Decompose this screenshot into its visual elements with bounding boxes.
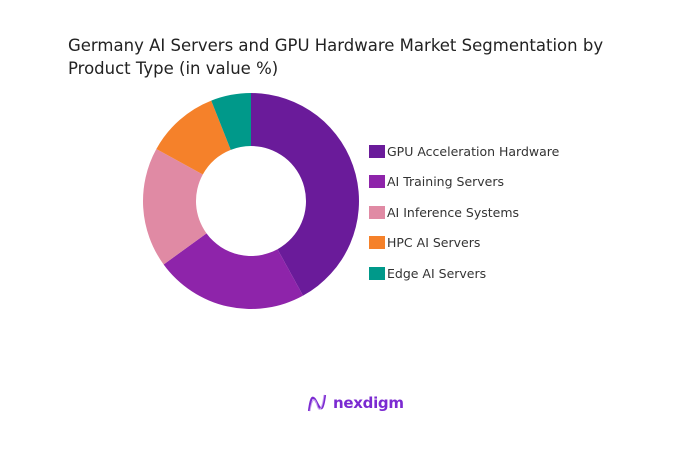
legend-item: Edge AI Servers — [369, 258, 559, 289]
legend-swatch — [369, 175, 385, 189]
donut-slice-gpu-acceleration-hardware — [251, 93, 359, 296]
legend-item: AI Training Servers — [369, 167, 559, 198]
legend-label: GPU Acceleration Hardware — [387, 143, 560, 159]
legend-label: AI Inference Systems — [387, 204, 520, 220]
donut-slice-hpc-ai-servers — [156, 100, 231, 175]
legend-item: HPC AI Servers — [369, 228, 559, 259]
donut-slice-ai-inference-systems — [142, 148, 207, 265]
legend-item: AI Inference Systems — [369, 197, 559, 228]
chart-title: Germany AI Servers and GPU Hardware Mark… — [68, 36, 604, 78]
donut-slice-ai-training-servers — [163, 233, 304, 309]
legend-label: HPC AI Servers — [387, 235, 481, 251]
legend-swatch — [369, 236, 385, 250]
brand-name: nexdigm — [333, 394, 404, 412]
donut-slice-edge-ai-servers — [211, 93, 251, 150]
legend-swatch — [369, 144, 385, 158]
legend: GPU Acceleration Hardware AI Training Ser… — [369, 136, 559, 289]
legend-swatch — [369, 205, 385, 219]
nexdigm-logo-icon — [307, 394, 327, 412]
legend-item: GPU Acceleration Hardware — [369, 136, 559, 167]
legend-label: AI Training Servers — [387, 174, 505, 190]
legend-swatch — [369, 266, 385, 280]
legend-label: Edge AI Servers — [387, 265, 487, 281]
brand-logo: nexdigm — [307, 393, 404, 413]
